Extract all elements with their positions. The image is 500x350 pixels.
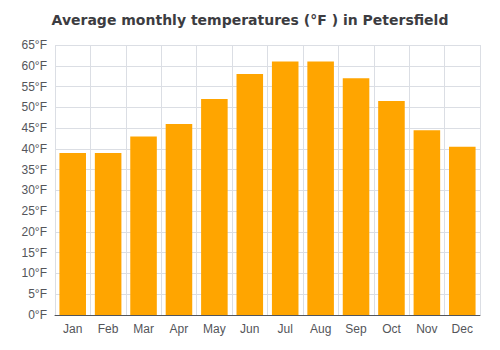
svg-text:Feb: Feb <box>98 322 119 336</box>
svg-text:Dec: Dec <box>452 322 473 336</box>
svg-text:25°F: 25°F <box>22 204 47 218</box>
svg-text:5°F: 5°F <box>28 287 47 301</box>
svg-text:55°F: 55°F <box>22 80 47 94</box>
svg-text:30°F: 30°F <box>22 183 47 197</box>
svg-text:Oct: Oct <box>382 322 401 336</box>
svg-text:65°F: 65°F <box>22 38 47 52</box>
svg-text:35°F: 35°F <box>22 163 47 177</box>
svg-text:Mar: Mar <box>133 322 154 336</box>
svg-text:Aug: Aug <box>310 322 331 336</box>
svg-text:50°F: 50°F <box>22 100 47 114</box>
svg-text:Jan: Jan <box>63 322 82 336</box>
svg-text:60°F: 60°F <box>22 59 47 73</box>
svg-text:45°F: 45°F <box>22 121 47 135</box>
svg-text:Nov: Nov <box>416 322 437 336</box>
svg-text:15°F: 15°F <box>22 246 47 260</box>
svg-text:May: May <box>203 322 226 336</box>
svg-text:Sep: Sep <box>345 322 367 336</box>
svg-text:40°F: 40°F <box>22 142 47 156</box>
svg-text:10°F: 10°F <box>22 266 47 280</box>
svg-text:Average monthly temperatures (: Average monthly temperatures (°F ) in Pe… <box>52 12 449 28</box>
svg-text:Apr: Apr <box>170 322 189 336</box>
svg-text:Jun: Jun <box>240 322 259 336</box>
svg-text:0°F: 0°F <box>28 308 47 322</box>
svg-text:Jul: Jul <box>278 322 293 336</box>
svg-text:20°F: 20°F <box>22 225 47 239</box>
